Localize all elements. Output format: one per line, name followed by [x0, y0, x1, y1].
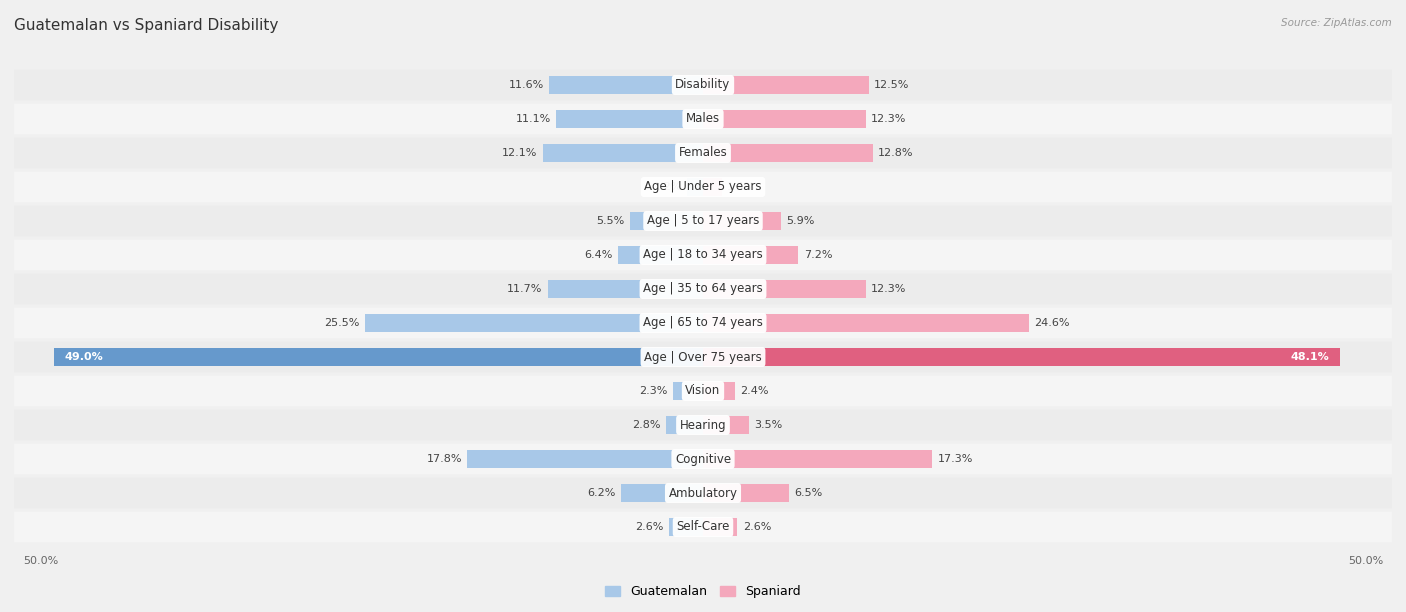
Text: Age | 35 to 64 years: Age | 35 to 64 years: [643, 283, 763, 296]
FancyBboxPatch shape: [14, 138, 1392, 168]
Text: 12.1%: 12.1%: [502, 148, 537, 158]
Text: Ambulatory: Ambulatory: [668, 487, 738, 499]
Text: Source: ZipAtlas.com: Source: ZipAtlas.com: [1281, 18, 1392, 28]
Bar: [543, 143, 703, 162]
Text: 6.5%: 6.5%: [794, 488, 823, 498]
Bar: [550, 75, 703, 94]
Text: Self-Care: Self-Care: [676, 520, 730, 534]
FancyBboxPatch shape: [14, 103, 1392, 134]
FancyBboxPatch shape: [14, 308, 1392, 338]
Bar: [703, 348, 1340, 367]
FancyBboxPatch shape: [14, 70, 1392, 100]
Text: 2.6%: 2.6%: [636, 522, 664, 532]
Bar: [630, 212, 703, 231]
FancyBboxPatch shape: [14, 274, 1392, 304]
Text: 5.9%: 5.9%: [786, 216, 815, 226]
Text: Hearing: Hearing: [679, 419, 727, 431]
Bar: [555, 110, 703, 129]
Text: 12.8%: 12.8%: [877, 148, 914, 158]
Bar: [703, 416, 749, 435]
Bar: [703, 449, 932, 469]
FancyBboxPatch shape: [14, 376, 1392, 406]
Text: 6.2%: 6.2%: [588, 488, 616, 498]
Text: 11.1%: 11.1%: [516, 114, 551, 124]
Text: 11.6%: 11.6%: [509, 80, 544, 90]
Text: Age | 65 to 74 years: Age | 65 to 74 years: [643, 316, 763, 329]
Text: 7.2%: 7.2%: [804, 250, 832, 260]
Text: 1.2%: 1.2%: [654, 182, 682, 192]
Text: Age | Under 5 years: Age | Under 5 years: [644, 181, 762, 193]
Text: Males: Males: [686, 113, 720, 125]
Text: 2.3%: 2.3%: [638, 386, 668, 396]
Text: 5.5%: 5.5%: [596, 216, 624, 226]
FancyBboxPatch shape: [14, 206, 1392, 236]
Text: 6.4%: 6.4%: [585, 250, 613, 260]
Bar: [53, 348, 703, 367]
Text: 11.7%: 11.7%: [508, 284, 543, 294]
Text: Females: Females: [679, 146, 727, 160]
Text: 2.4%: 2.4%: [740, 386, 769, 396]
Bar: [703, 245, 799, 264]
FancyBboxPatch shape: [14, 444, 1392, 474]
Text: 49.0%: 49.0%: [65, 352, 103, 362]
FancyBboxPatch shape: [14, 478, 1392, 509]
FancyBboxPatch shape: [14, 172, 1392, 203]
Bar: [467, 449, 703, 469]
Text: 12.3%: 12.3%: [872, 114, 907, 124]
Text: 24.6%: 24.6%: [1035, 318, 1070, 328]
Bar: [703, 177, 721, 196]
Text: Age | 5 to 17 years: Age | 5 to 17 years: [647, 214, 759, 228]
Bar: [703, 75, 869, 94]
Text: Vision: Vision: [685, 384, 721, 398]
Text: 25.5%: 25.5%: [325, 318, 360, 328]
Bar: [703, 381, 735, 400]
Bar: [703, 518, 738, 537]
Bar: [366, 313, 703, 332]
Bar: [672, 381, 703, 400]
Text: Cognitive: Cognitive: [675, 452, 731, 466]
Bar: [703, 212, 782, 231]
Text: Guatemalan vs Spaniard Disability: Guatemalan vs Spaniard Disability: [14, 18, 278, 34]
Text: 2.8%: 2.8%: [633, 420, 661, 430]
Bar: [619, 245, 703, 264]
Text: 17.3%: 17.3%: [938, 454, 973, 464]
Bar: [703, 143, 873, 162]
Bar: [703, 313, 1029, 332]
Text: Disability: Disability: [675, 78, 731, 92]
FancyBboxPatch shape: [14, 512, 1392, 542]
Bar: [703, 483, 789, 502]
FancyBboxPatch shape: [14, 341, 1392, 372]
Text: 48.1%: 48.1%: [1291, 352, 1330, 362]
Text: 1.4%: 1.4%: [727, 182, 755, 192]
Bar: [703, 280, 866, 299]
FancyBboxPatch shape: [14, 240, 1392, 271]
Bar: [548, 280, 703, 299]
Text: 3.5%: 3.5%: [755, 420, 783, 430]
Bar: [703, 110, 866, 129]
Legend: Guatemalan, Spaniard: Guatemalan, Spaniard: [600, 580, 806, 603]
Text: 2.6%: 2.6%: [742, 522, 770, 532]
Text: Age | 18 to 34 years: Age | 18 to 34 years: [643, 248, 763, 261]
Text: Age | Over 75 years: Age | Over 75 years: [644, 351, 762, 364]
Bar: [669, 518, 703, 537]
Bar: [621, 483, 703, 502]
Text: 12.5%: 12.5%: [875, 80, 910, 90]
FancyBboxPatch shape: [14, 409, 1392, 440]
Bar: [666, 416, 703, 435]
Bar: [688, 177, 703, 196]
Text: 17.8%: 17.8%: [426, 454, 461, 464]
Text: 12.3%: 12.3%: [872, 284, 907, 294]
